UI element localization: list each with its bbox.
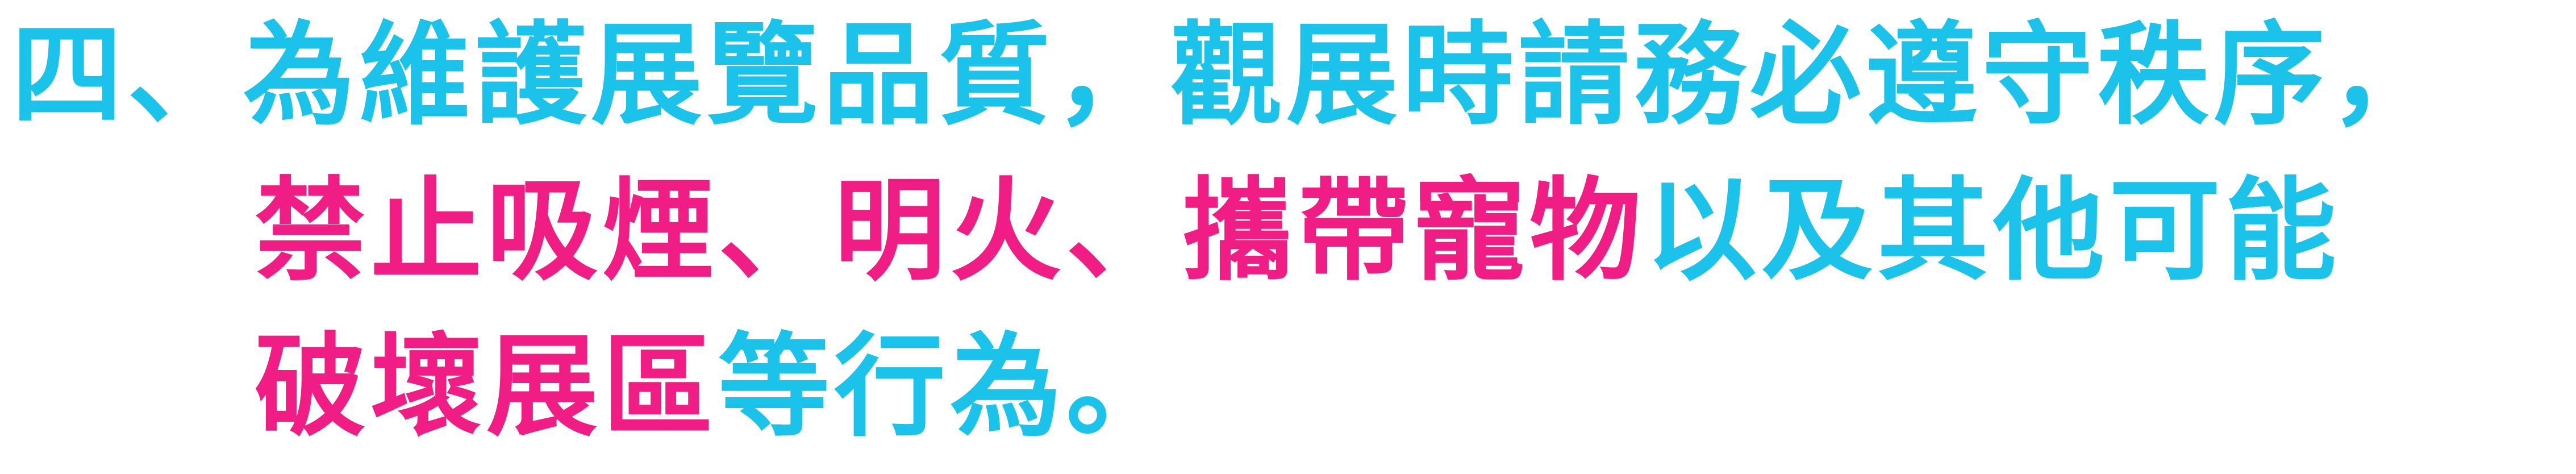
notice-line-3: 破壞展區等行為。	[255, 327, 1182, 447]
notice-line-1: 四、為維護展覽品質，觀展時請務必遵守秩序，	[11, 16, 2445, 135]
notice-line-2-prohibited-text: 禁止吸煙、明火、攜帶寵物	[255, 167, 1646, 296]
notice-line-3-prohibited-text: 破壞展區	[255, 322, 719, 452]
notice-line-1-text: 四、為維護展覽品質，觀展時請務必遵守秩序，	[11, 11, 2446, 140]
notice-line-2: 禁止吸煙、明火、攜帶寵物以及其他可能	[255, 172, 2341, 291]
notice-line-2-text: 以及其他可能	[1645, 167, 2341, 296]
notice-line-3-text: 等行為。	[718, 322, 1182, 452]
